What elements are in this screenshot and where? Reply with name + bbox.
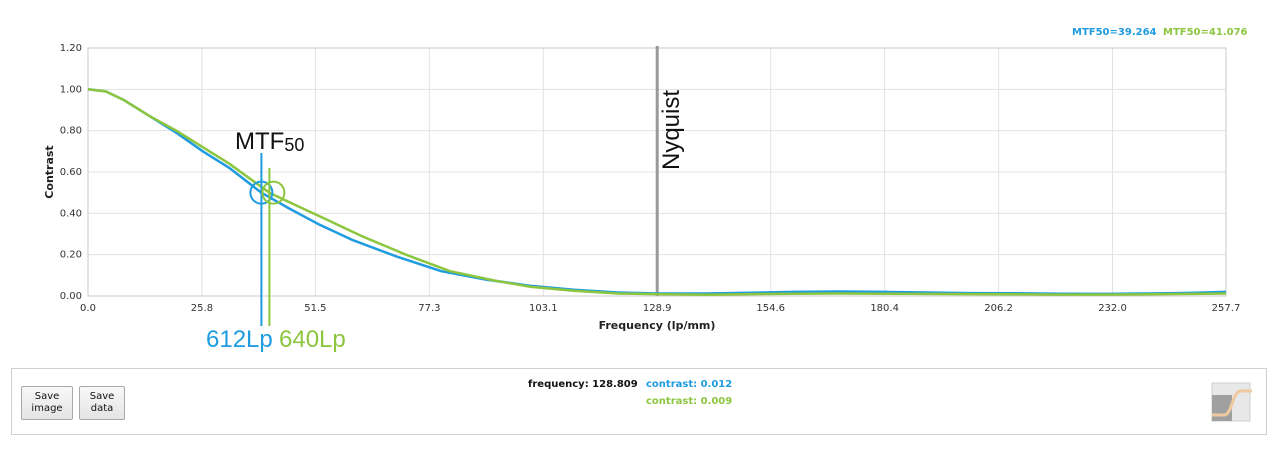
y-tick-label: 1.00 <box>60 84 82 95</box>
control-panel: Save image Save data frequency: 128.809 … <box>11 368 1267 435</box>
legend-entry-blue: MTF50=39.264 <box>1072 27 1157 38</box>
x-tick-label: 154.6 <box>756 303 785 314</box>
y-tick-label: 0.80 <box>60 126 82 137</box>
contrast-readout-blue: contrast: 0.012 <box>646 379 733 390</box>
nyquist-label: Nyquist <box>658 90 685 170</box>
mtf-chart: 0.00 0.20 0.40 0.60 0.80 1.00 1.20 0.0 25.8 51.5… <box>43 27 1248 353</box>
mtf50-markers <box>249 153 286 326</box>
save-data-button[interactable]: Save data <box>79 386 125 420</box>
y-tick-label: 1.20 <box>60 43 82 54</box>
y-tick-labels: 0.00 0.20 0.40 0.60 0.80 1.00 1.20 <box>60 43 82 302</box>
series-group <box>87 88 1227 297</box>
save-image-button[interactable]: Save image <box>21 386 73 420</box>
lp-green-label: 640Lp <box>279 326 346 353</box>
y-tick-label: 0.40 <box>60 208 82 219</box>
legend-entry-green: MTF50=41.076 <box>1163 27 1248 38</box>
x-tick-label: 0.0 <box>80 303 96 314</box>
x-tick-label: 257.7 <box>1212 303 1241 314</box>
mtf50-circle-1 <box>261 180 286 205</box>
x-tick-label: 103.1 <box>529 303 558 314</box>
contrast-readout-green: contrast: 0.009 <box>646 396 733 407</box>
y-tick-label: 0.00 <box>60 291 82 302</box>
y-tick-label: 0.60 <box>60 167 82 178</box>
mtf50-label: MTF50 <box>235 128 304 155</box>
mtf-main-text: MTF <box>235 128 284 155</box>
x-tick-label: 232.0 <box>1098 303 1127 314</box>
y-axis-title: Contrast <box>43 145 56 198</box>
series-line-1 <box>87 88 1227 297</box>
x-tick-label: 51.5 <box>304 303 326 314</box>
x-tick-label: 77.3 <box>418 303 440 314</box>
x-tick-label: 180.4 <box>870 303 899 314</box>
y-tick-label: 0.20 <box>60 250 82 261</box>
frequency-readout: frequency: 128.809 <box>528 379 638 390</box>
x-tick-label: 128.9 <box>643 303 672 314</box>
x-tick-label: 206.2 <box>984 303 1013 314</box>
chart-thumbnail-icon[interactable] <box>1208 381 1254 423</box>
x-tick-label: 25.8 <box>191 303 213 314</box>
x-axis-title: Frequency (lp/mm) <box>599 319 716 332</box>
x-tick-labels: 0.0 25.8 51.5 77.3 103.1 128.9 154.6 180.4 206.2… <box>80 303 1240 314</box>
lp-blue-label: 612Lp <box>206 326 273 353</box>
mtf-sub-text: 50 <box>284 135 304 155</box>
